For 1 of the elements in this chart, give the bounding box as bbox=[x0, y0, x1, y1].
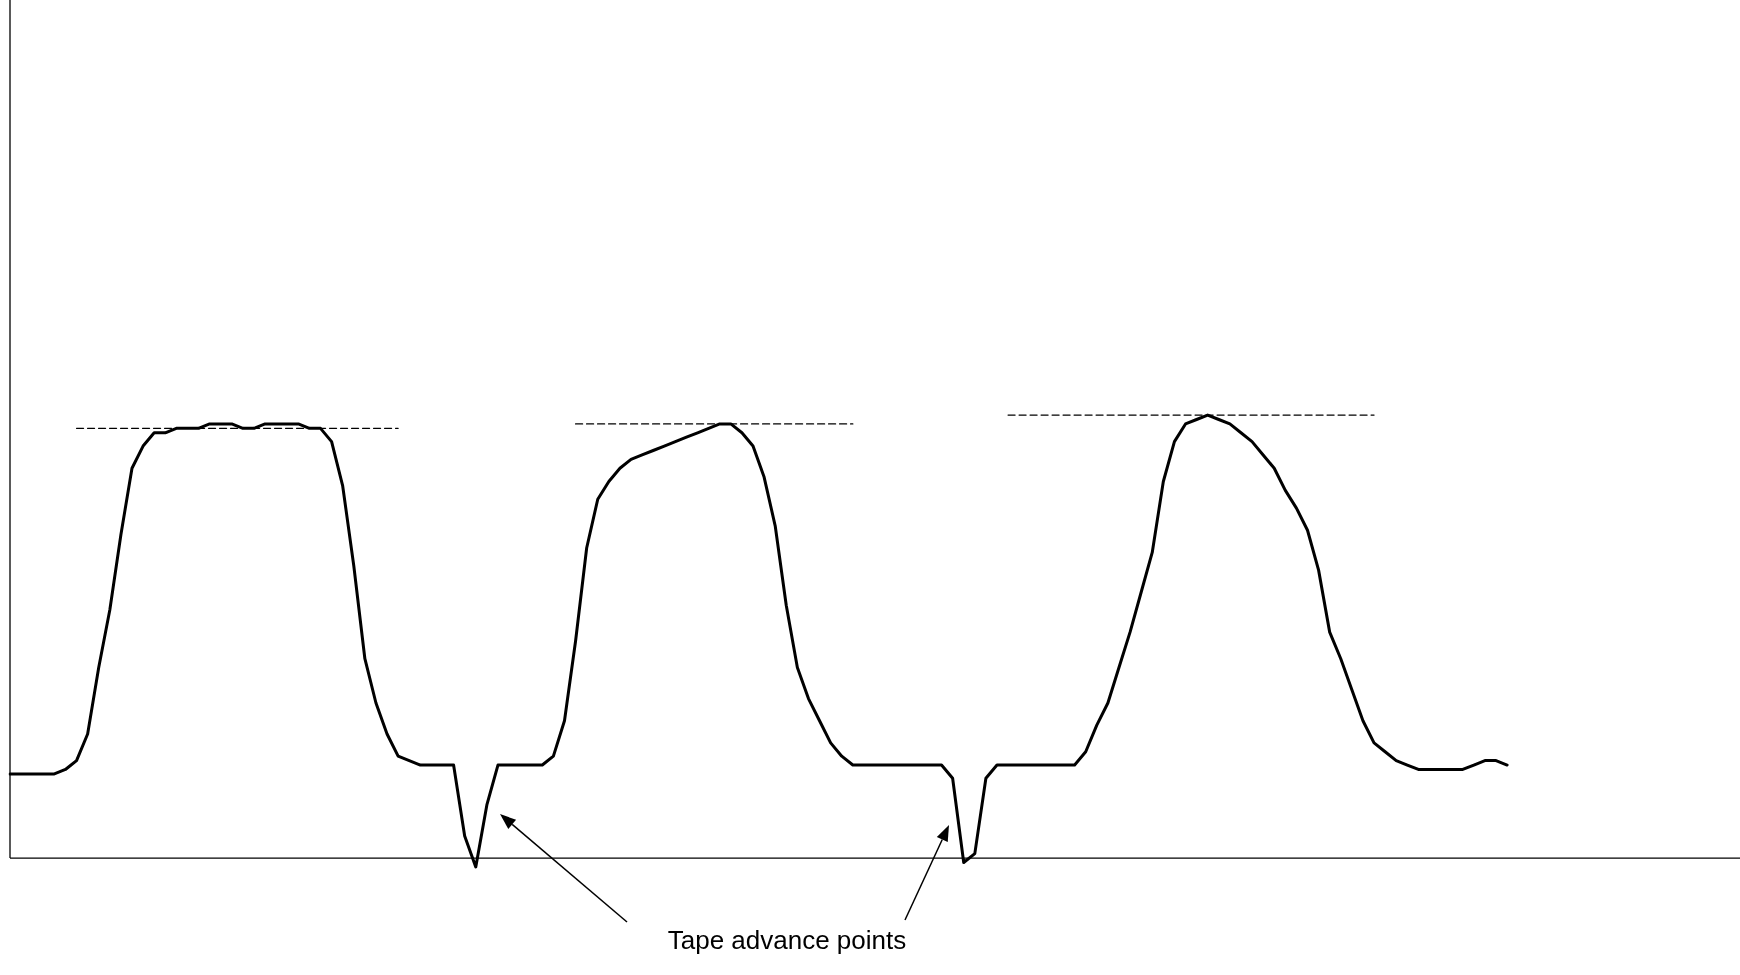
text: Tape advance points bbox=[666, 925, 908, 956]
